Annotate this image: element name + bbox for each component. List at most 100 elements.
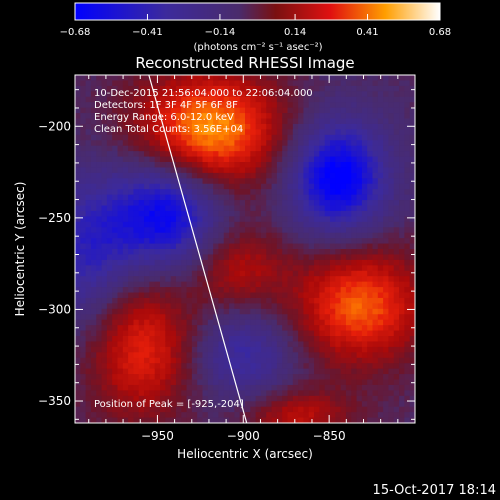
heatmap-cell — [101, 357, 108, 364]
heatmap-cell — [356, 194, 363, 201]
heatmap-cell — [303, 412, 310, 418]
heatmap-cell — [85, 341, 92, 348]
heatmap-cell — [383, 107, 389, 114]
heatmap-cell — [345, 96, 352, 103]
heatmap-cell — [330, 123, 336, 130]
heatmap-cell — [404, 265, 411, 272]
heatmap-cell — [234, 85, 241, 92]
heatmap-cell — [314, 134, 320, 141]
heatmap-cell — [276, 395, 283, 402]
heatmap-cell — [149, 134, 156, 141]
heatmap-cell — [345, 341, 352, 348]
heatmap-cell — [245, 102, 251, 109]
heatmap-cell — [175, 259, 182, 266]
heatmap-cell — [266, 384, 272, 391]
heatmap-cell — [229, 276, 235, 283]
heatmap-cell — [101, 238, 108, 244]
heatmap-cell — [101, 85, 108, 92]
heatmap-cell — [377, 330, 384, 337]
heatmap-cell — [117, 297, 124, 304]
heatmap-cell — [122, 325, 129, 331]
heatmap-cell — [356, 140, 363, 147]
heatmap-cell — [75, 368, 81, 375]
heatmap-cell — [213, 107, 219, 114]
heatmap-cell — [202, 178, 209, 185]
heatmap-cell — [399, 102, 405, 109]
heatmap-cell — [383, 368, 389, 375]
heatmap-cell — [356, 325, 363, 331]
heatmap-cell — [128, 390, 134, 397]
heatmap-cell — [106, 232, 113, 239]
heatmap-cell — [356, 221, 363, 228]
heatmap-cell — [356, 227, 363, 234]
heatmap-cell — [292, 325, 299, 331]
heatmap-cell — [229, 395, 235, 402]
heatmap-cell — [154, 80, 161, 87]
heatmap-cell — [75, 390, 81, 397]
heatmap-cell — [90, 336, 97, 342]
heatmap-cell — [223, 352, 230, 359]
heatmap-cell — [250, 341, 257, 348]
heatmap-cell — [393, 276, 400, 283]
heatmap-cell — [154, 308, 161, 315]
heatmap-cell — [80, 406, 87, 413]
heatmap-cell — [181, 395, 187, 402]
heatmap-cell — [409, 287, 415, 293]
heatmap-cell — [149, 325, 156, 331]
heatmap-cell — [191, 395, 198, 402]
heatmap-cell — [144, 417, 150, 423]
heatmap-cell — [229, 156, 235, 163]
heatmap-cell — [409, 243, 415, 250]
heatmap-cell — [90, 265, 97, 272]
heatmap-cell — [165, 330, 172, 337]
heatmap-cell — [361, 96, 368, 103]
heatmap-cell — [202, 336, 209, 342]
heatmap-cell — [399, 205, 405, 212]
heatmap-cell — [245, 281, 251, 288]
heatmap-cell — [101, 243, 108, 250]
heatmap-cell — [175, 384, 182, 391]
heatmap-cell — [399, 401, 405, 408]
heatmap-cell — [361, 227, 368, 234]
heatmap-cell — [245, 390, 251, 397]
heatmap-cell — [276, 314, 283, 321]
heatmap-cell — [229, 314, 235, 321]
heatmap-cell — [165, 145, 172, 152]
heatmap-cell — [335, 145, 342, 152]
heatmap-cell — [319, 210, 326, 217]
heatmap-cell — [106, 384, 113, 391]
heatmap-cell — [90, 96, 97, 103]
heatmap-cell — [154, 330, 161, 337]
heatmap-cell — [170, 210, 177, 217]
heatmap-cell — [218, 357, 225, 364]
heatmap-cell — [383, 303, 389, 310]
heatmap-cell — [308, 265, 315, 272]
heatmap-cell — [149, 238, 156, 244]
heatmap-cell — [292, 276, 299, 283]
heatmap-cell — [85, 129, 92, 136]
heatmap-cell — [250, 417, 257, 423]
heatmap-cell — [404, 194, 411, 201]
heatmap-cell — [80, 346, 87, 353]
heatmap-cell — [287, 243, 294, 250]
heatmap-cell — [330, 336, 336, 342]
heatmap-cells — [75, 75, 415, 423]
heatmap-cell — [351, 249, 357, 255]
heatmap-cell — [80, 417, 87, 423]
heatmap-cell — [271, 249, 278, 255]
heatmap-cell — [191, 319, 198, 326]
heatmap-cell — [138, 379, 145, 386]
heatmap-cell — [298, 200, 304, 206]
heatmap-cell — [250, 129, 257, 136]
heatmap-cell — [409, 352, 415, 359]
heatmap-cell — [303, 210, 310, 217]
heatmap-cell — [324, 167, 331, 174]
heatmap-cell — [260, 243, 267, 250]
heatmap-cell — [404, 85, 411, 92]
heatmap-cell — [245, 254, 251, 261]
heatmap-cell — [175, 379, 182, 386]
heatmap-cell — [186, 113, 193, 119]
heatmap-cell — [90, 276, 97, 283]
heatmap-cell — [165, 406, 172, 413]
heatmap-cell — [96, 189, 102, 196]
